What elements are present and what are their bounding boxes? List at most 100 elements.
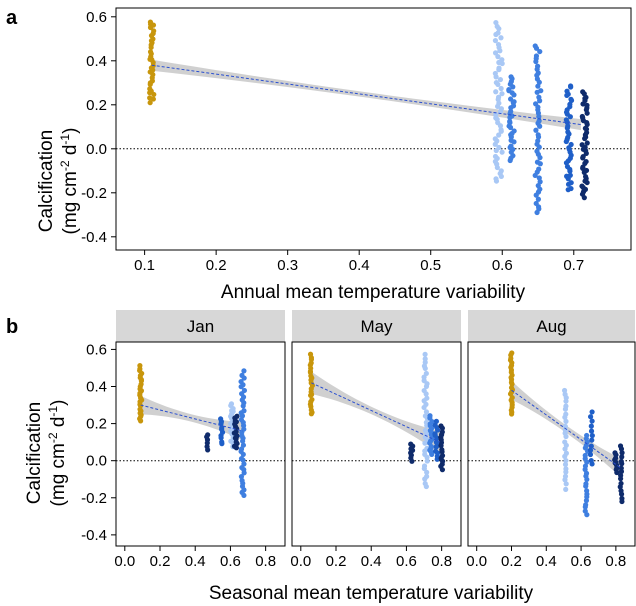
- data-point: [588, 457, 594, 464]
- facet-strip: [468, 310, 635, 342]
- data-point: [499, 91, 505, 97]
- data-point: [499, 57, 505, 63]
- x-tick-label: 0.6: [396, 553, 417, 570]
- panel-b-xlabel: Seasonal mean temperature variability: [209, 583, 534, 604]
- data-point: [582, 463, 589, 469]
- y-tick-label: -0.4: [81, 229, 107, 246]
- fit-line: [511, 389, 622, 469]
- data-point: [309, 396, 315, 403]
- x-tick-label: 0.8: [605, 553, 626, 570]
- y-tick-label: -0.4: [81, 527, 107, 544]
- data-point: [568, 180, 574, 186]
- data-point: [588, 423, 594, 429]
- data-point: [567, 172, 573, 178]
- y-tick-label: 0.0: [86, 141, 107, 158]
- data-point: [493, 112, 499, 118]
- data-point: [508, 143, 514, 149]
- data-point: [584, 140, 590, 146]
- data-point: [535, 83, 541, 89]
- facet-may: May 0.0 0.2 0.4 0.6 0.8: [290, 310, 462, 570]
- facet-strip: [292, 310, 461, 342]
- data-point: [584, 432, 590, 439]
- data-point: [582, 452, 588, 459]
- data-point: [421, 463, 428, 469]
- data-point: [538, 88, 544, 94]
- data-point: [588, 428, 595, 434]
- data-point: [424, 469, 430, 475]
- data-point: [438, 423, 444, 429]
- data-point: [584, 488, 590, 494]
- data-point: [568, 185, 574, 192]
- data-point: [422, 413, 428, 419]
- data-point: [218, 416, 224, 422]
- data-point: [509, 350, 515, 356]
- facet-aug: Aug 0.0 0.2 0.4 0.6 0.8: [466, 310, 636, 570]
- y-tick-label: -0.2: [81, 490, 107, 507]
- plot-frame: [115, 7, 632, 251]
- data-point: [589, 409, 595, 415]
- data-point: [498, 127, 504, 133]
- data-point: [492, 153, 499, 160]
- data-point: [584, 102, 590, 108]
- data-point: [497, 76, 504, 83]
- data-point: [533, 127, 539, 133]
- data-point: [537, 48, 543, 55]
- data-point: [492, 136, 498, 142]
- data-point: [535, 138, 541, 144]
- data-point: [617, 443, 624, 449]
- x-tick-label: 0.6: [492, 257, 513, 274]
- data-point: [238, 456, 245, 462]
- data-point: [563, 457, 569, 464]
- data-point: [583, 167, 590, 174]
- data-point: [618, 458, 624, 465]
- data-point: [535, 63, 541, 69]
- data-point: [219, 439, 225, 445]
- panel-b-plot: Jan 0.0 0.2 0.4 0.6 0.8 0.6 0.4 0.2 0.0 -0.2 -0.4 Ma…: [81, 310, 636, 570]
- x-tick-label: 0.3: [277, 257, 298, 274]
- data-point: [536, 118, 542, 124]
- data-point: [583, 158, 589, 165]
- x-tick-label: 0.6: [571, 553, 592, 570]
- data-point: [408, 441, 414, 447]
- panel-b-ylabel-line1: Calcification: [24, 402, 45, 504]
- data-point: [506, 86, 512, 93]
- y-tick-label: 0.4: [86, 379, 107, 396]
- plot-frame: [291, 341, 462, 547]
- data-point: [618, 465, 624, 471]
- data-point: [495, 41, 502, 48]
- data-point: [495, 54, 501, 60]
- data-point: [568, 141, 574, 148]
- data-point: [239, 372, 245, 379]
- x-tick-label: 0.7: [563, 257, 584, 274]
- panel-a-ylabel-line1: Calcification: [36, 130, 57, 232]
- data-point: [495, 94, 502, 100]
- data-point: [492, 50, 499, 56]
- fit-line: [151, 64, 581, 126]
- data-point: [568, 96, 574, 102]
- data-point: [567, 83, 574, 89]
- facet-strip: [116, 310, 285, 342]
- data-point: [496, 144, 502, 151]
- data-point: [240, 442, 247, 448]
- data-point: [533, 101, 539, 107]
- data-point: [589, 418, 595, 424]
- data-point: [427, 413, 433, 419]
- data-point: [619, 495, 625, 502]
- data-point: [532, 43, 538, 49]
- facet-jan: Jan 0.0 0.2 0.4 0.6 0.8 0.6 0.4 0.2 0.0 -0.2 -0.4: [81, 310, 286, 570]
- data-point: [238, 474, 245, 480]
- data-point: [433, 439, 439, 445]
- data-point: [618, 488, 624, 494]
- data-point: [562, 391, 568, 397]
- data-point: [493, 79, 499, 86]
- data-point: [618, 480, 624, 487]
- data-point: [439, 429, 445, 435]
- data-point: [239, 477, 245, 484]
- data-point: [423, 370, 429, 377]
- data-point: [495, 30, 501, 36]
- x-tick-label: 0.0: [466, 553, 487, 570]
- x-tick-label: 0.8: [255, 553, 276, 570]
- data-point: [147, 86, 153, 92]
- x-tick-label: 0.8: [431, 553, 452, 570]
